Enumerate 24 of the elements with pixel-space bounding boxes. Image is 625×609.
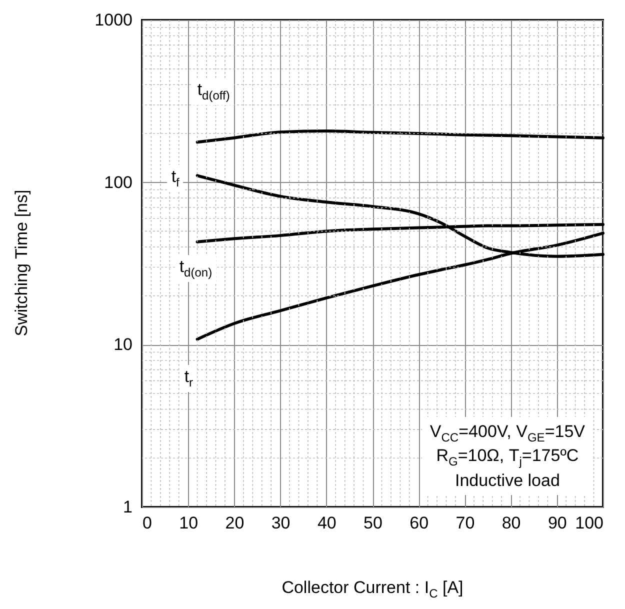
x-tick-label: 60 — [410, 514, 429, 532]
annotation: R$_{G}$=10Ω, T$_{j}$=175ºC — [436, 446, 579, 469]
x-tick-label: 80 — [502, 514, 521, 532]
y-tick-label: 1 — [123, 498, 132, 516]
text: t$_{d(off)}$ — [193, 78, 234, 105]
series-label: t$_{f}$ — [167, 164, 184, 192]
series-label: t$_{d(on)}$ — [175, 254, 216, 282]
x-tick-label: 40 — [317, 514, 336, 532]
y-tick-label: 10 — [114, 335, 132, 354]
x-tick-label: 0 — [142, 514, 152, 532]
annotation: V$_{CC}$=400V, V$_{GE}$=15V — [430, 422, 585, 444]
y-axis-title: Switching Time [ns] — [12, 190, 32, 336]
x-axis-title: Collector Current : I$_{C}$ [A] — [280, 578, 464, 600]
x-tick-label: 50 — [364, 514, 382, 532]
y-tick-label: 1000 — [94, 10, 132, 30]
annotation: Inductive load — [455, 470, 560, 490]
series-label: t$_{r}$ — [180, 365, 198, 392]
y-tick-label: 100 — [104, 172, 132, 192]
x-tick-label: 100 — [575, 514, 604, 532]
x-tick-label: 90 — [548, 514, 567, 532]
x-tick-label: 10 — [179, 514, 198, 532]
x-tick-label: 70 — [456, 514, 475, 532]
x-tick-label: 30 — [271, 514, 290, 532]
x-tick-label: 20 — [225, 514, 244, 532]
